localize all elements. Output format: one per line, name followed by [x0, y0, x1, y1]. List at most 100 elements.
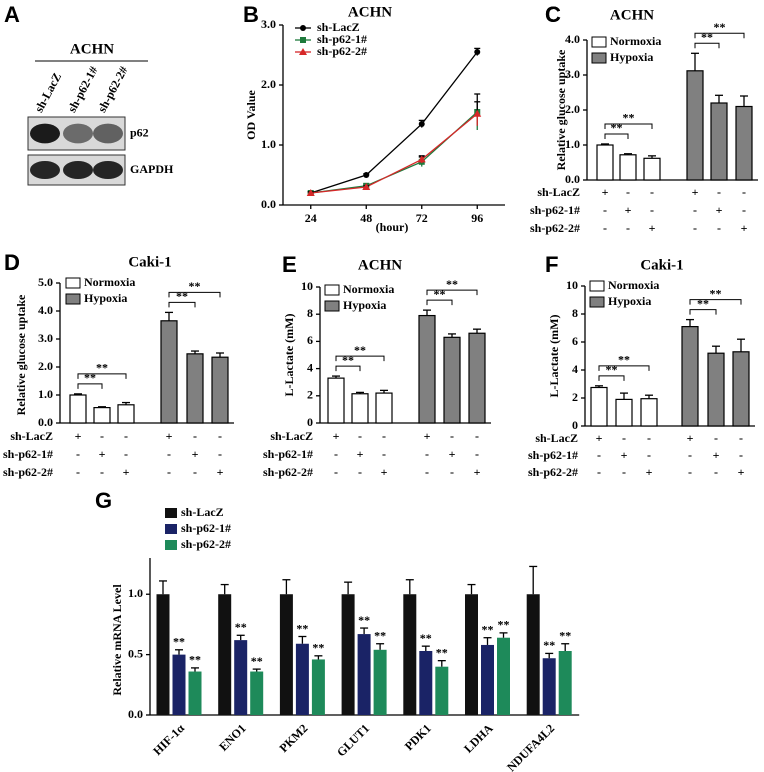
condition-sign: -: [597, 448, 601, 462]
y-tick-label: 0.0: [38, 415, 53, 429]
marker: [306, 189, 315, 196]
x-tick-label: 96: [471, 211, 483, 225]
significance-label: **: [189, 653, 201, 667]
y-tick-label: 1.0: [261, 137, 276, 151]
row-label: p62: [130, 125, 149, 139]
bar: [732, 351, 750, 427]
condition-sign: -: [742, 185, 746, 199]
significance-bracket: [426, 289, 478, 296]
panel-letter: C: [545, 2, 561, 27]
condition-sign: +: [99, 447, 106, 461]
condition-sign: -: [603, 221, 607, 235]
condition-sign: -: [597, 465, 601, 479]
significance-bracket: [168, 291, 221, 298]
condition-sign: -: [334, 465, 338, 479]
condition-sign: +: [649, 221, 656, 235]
legend-swatch: [165, 540, 177, 550]
significance-label: **: [623, 111, 635, 125]
panel-letter: G: [95, 488, 112, 513]
bar: [619, 154, 637, 181]
condition-sign: +: [357, 447, 364, 461]
condition-label: sh-p62-1#: [530, 203, 580, 217]
bar: [160, 320, 178, 424]
x-tick-label: HIF-1α: [150, 721, 187, 758]
y-tick-label: 5.0: [38, 275, 53, 289]
bar: [373, 649, 387, 715]
condition-sign: +: [333, 429, 340, 443]
band: [93, 161, 123, 179]
bar: [188, 671, 202, 715]
y-tick-label: 2.0: [38, 359, 53, 373]
bar: [707, 352, 725, 427]
condition-sign: +: [381, 465, 388, 479]
marker: [300, 37, 306, 43]
y-tick-label: 3.0: [261, 17, 276, 31]
y-tick-label: 0.0: [261, 197, 276, 211]
y-tick-label: 1.0: [565, 137, 580, 151]
condition-sign: -: [167, 465, 171, 479]
condition-sign: +: [449, 447, 456, 461]
condition-label: sh-LacZ: [537, 185, 580, 199]
y-tick-label: 4.0: [565, 32, 580, 46]
bar: [735, 105, 753, 181]
panel-letter: C: [545, 2, 561, 27]
legend-swatch: [65, 293, 81, 305]
x-tick-label: GLUT1: [334, 721, 372, 759]
bar: [341, 594, 355, 715]
panel-letter: F: [545, 252, 558, 277]
significance-label: **: [434, 287, 446, 301]
significance-label: **: [235, 620, 247, 634]
condition-sign: +: [692, 185, 699, 199]
significance-bracket: [77, 373, 127, 379]
condition-sign: -: [603, 203, 607, 217]
bar: [465, 594, 478, 715]
x-tick-label: 48: [360, 211, 372, 225]
condition-label: sh-p62-2#: [263, 465, 313, 479]
bar: [186, 353, 204, 424]
condition-sign: -: [693, 221, 697, 235]
y-tick-label: 0.0: [565, 172, 580, 186]
significance-bracket: [335, 365, 361, 372]
significance-bracket: [77, 383, 103, 389]
condition-label: sh-p62-2#: [530, 221, 580, 235]
significance-label: **: [84, 371, 96, 385]
condition-sign: -: [475, 447, 479, 461]
row-label: GAPDH: [130, 162, 174, 176]
series-line: [310, 113, 478, 194]
bar: [643, 157, 661, 181]
bar: [418, 314, 436, 424]
marker: [299, 48, 307, 55]
condition-sign: -: [124, 447, 128, 461]
condition-sign: -: [622, 431, 626, 445]
legend-label: sh-LacZ: [317, 20, 360, 34]
condition-sign: -: [475, 429, 479, 443]
y-axis-label: OD Value: [244, 89, 258, 139]
condition-sign: +: [596, 431, 603, 445]
significance-label: **: [618, 353, 630, 367]
significance-bracket: [598, 365, 650, 371]
condition-sign: -: [622, 465, 626, 479]
condition-sign: +: [217, 465, 224, 479]
condition-sign: +: [738, 465, 745, 479]
legend-label: sh-p62-2#: [317, 44, 367, 58]
significance-label: **: [446, 277, 458, 291]
condition-sign: -: [688, 448, 692, 462]
legend-label: Hypoxia: [608, 294, 651, 308]
condition-sign: -: [739, 431, 743, 445]
bar: [311, 659, 325, 715]
condition-sign: -: [688, 465, 692, 479]
y-axis-label: Relative glucose uptake: [554, 49, 568, 170]
significance-label: **: [436, 645, 448, 659]
bar: [468, 332, 486, 424]
condition-sign: -: [76, 465, 80, 479]
bar: [681, 326, 699, 427]
condition-sign: -: [717, 185, 721, 199]
condition-sign: -: [450, 465, 454, 479]
significance-label: **: [354, 343, 366, 357]
legend-label: Hypoxia: [610, 50, 653, 64]
bar: [497, 637, 510, 715]
x-tick-label: LDHA: [461, 721, 496, 756]
y-axis-label: L-Lactate (mM): [282, 314, 296, 397]
significance-label: **: [701, 30, 713, 44]
condition-sign: +: [713, 448, 720, 462]
